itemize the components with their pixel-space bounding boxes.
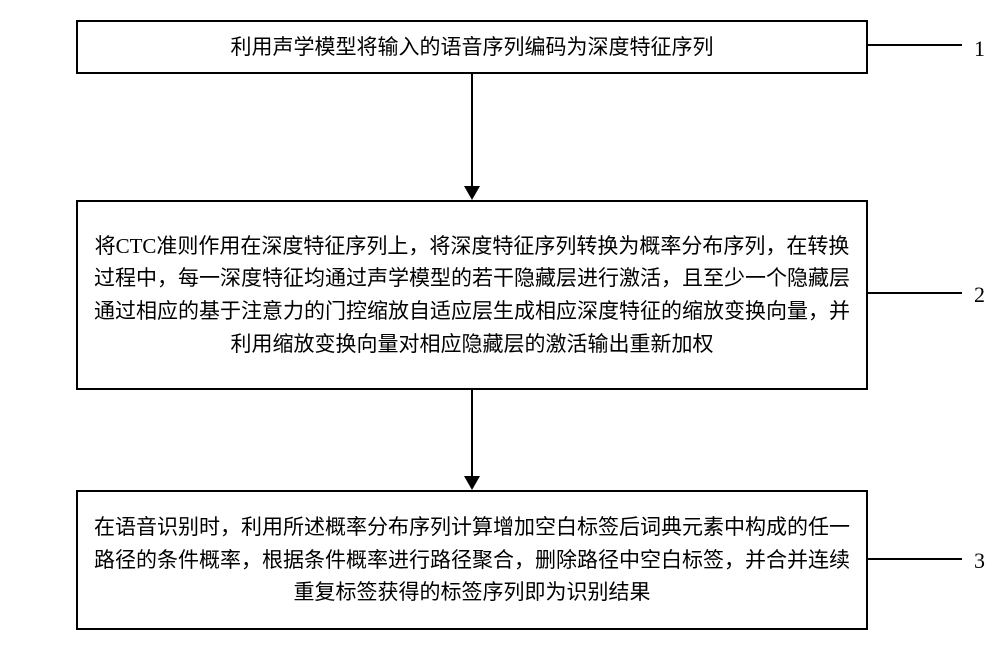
label-3: 3 [974, 548, 985, 574]
flowchart-canvas: 利用声学模型将输入的语音序列编码为深度特征序列 1 将CTC准则作用在深度特征序… [0, 0, 1000, 648]
flow-box-3: 在语音识别时，利用所述概率分布序列计算增加空白标签后词典元素中构成的任一路径的条… [76, 490, 868, 630]
flow-box-3-text: 在语音识别时，利用所述概率分布序列计算增加空白标签后词典元素中构成的任一路径的条… [92, 511, 852, 609]
leader-line-3 [868, 558, 962, 560]
